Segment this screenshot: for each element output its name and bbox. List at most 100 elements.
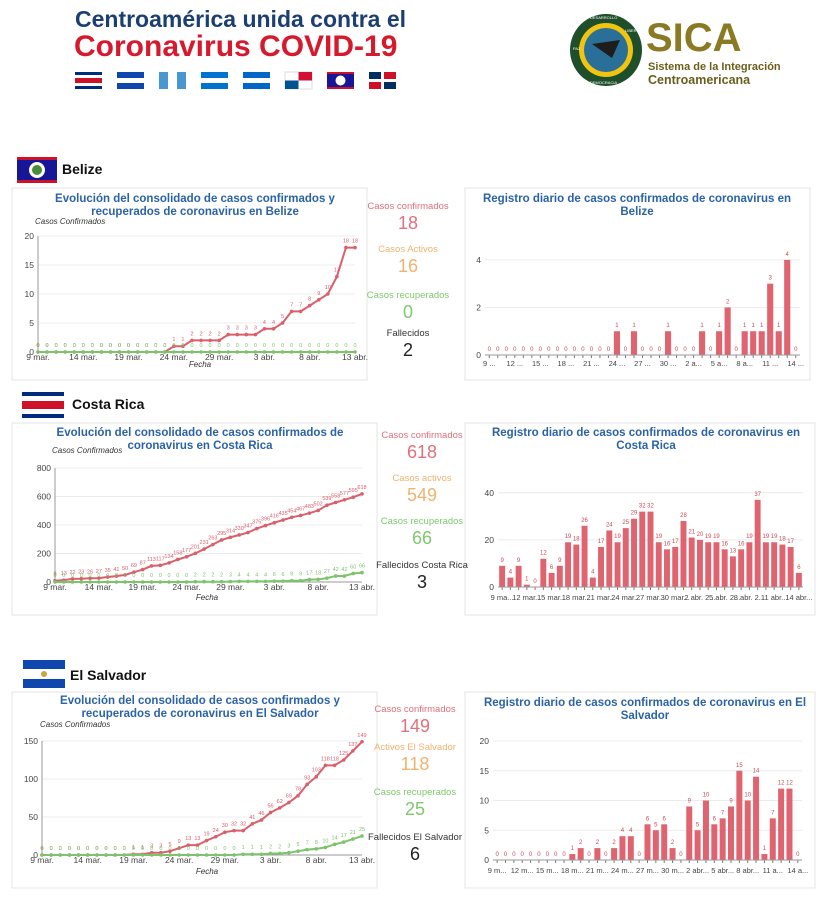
point-label: 0 [223,846,226,852]
point [176,557,180,562]
point [272,579,277,583]
bar [769,818,776,860]
point-label: 0 [176,573,179,579]
point [277,851,282,856]
bar-label: 0 [590,347,594,353]
point-label: 330 [235,526,244,532]
point-label: 347 [243,524,252,530]
point-label: 0 [91,343,94,349]
point-label: 2 [269,844,272,850]
point [316,350,321,354]
x-tick-label: 15 m... [536,866,559,875]
bar-label: 0 [521,852,525,858]
bar-label: 1 [763,846,767,852]
bar [744,800,751,860]
y-tick-label: 600 [37,492,51,502]
point [360,570,364,575]
point [70,577,75,581]
bar [581,525,588,587]
stat-value: 2 [402,340,413,360]
bar-label: 0 [598,347,602,353]
bar-label: 5 [654,822,658,828]
point-label: 0 [100,343,103,349]
point [123,573,127,577]
y-axis-title: Casos Confirmados [35,217,105,226]
bar-label: 20 [697,532,704,538]
point [259,818,264,822]
x-tick-label: 30 mar... [661,593,690,602]
point [204,853,209,857]
point-label: 8 [308,297,311,303]
point [88,576,92,581]
bar [778,788,785,860]
point-label: 0 [254,343,257,349]
point-label: 113 [147,557,156,563]
bar-label: 12 [786,781,793,787]
point [190,350,194,354]
point [177,853,181,857]
sica-emblem [570,14,642,86]
point [344,245,348,250]
bar-label: 1 [525,577,529,583]
point-label: 0 [77,846,80,852]
point-label: 17 [306,571,312,577]
bar-label: 17 [672,539,679,545]
bar [622,528,629,587]
point-label: 2 [199,331,202,337]
stat-value: 149 [399,716,431,736]
point-label: 0 [59,846,62,852]
point [296,849,300,853]
point [76,853,81,857]
bar-label: 21 [688,530,695,536]
bar [754,499,761,587]
bar-label: 37 [754,492,761,498]
bar [775,331,782,355]
point-label: 416 [270,514,279,520]
point-label: 0 [159,846,162,852]
logo-ring: DESARROLLO [590,15,618,20]
stat-value: 0 [402,302,413,322]
point-label: 0 [353,343,356,349]
point [85,853,90,857]
bar-label: 14 [753,769,760,775]
point-label: 0 [141,846,144,852]
point-label: 0 [218,343,221,349]
y-tick-label: 200 [37,549,51,559]
point [254,579,259,584]
x-tick-label: 14 abr... [785,593,812,602]
point [40,853,44,857]
x-tick-label: 8 abr. 2... [734,593,765,602]
point-label: 9 [317,291,320,297]
x-tick-label: 11 ... [762,359,778,368]
bar-label: 0 [641,347,645,353]
point [168,849,172,853]
point [351,571,356,576]
point-label: 0 [86,846,89,852]
point [67,853,72,857]
bar-label: 0 [564,347,568,353]
stat-label: Casos recuperados [380,516,464,527]
stat-label: Casos Activos [378,244,438,255]
point [360,739,364,744]
point-label: 2 [211,573,214,579]
x-tick-label: 29 mar. [211,855,239,865]
bar-label: 2 [671,840,675,846]
point [232,853,236,857]
logo-sub: Sistema de la Integración [648,61,781,73]
bar-label: 0 [539,347,543,353]
x-tick-label: 14 ... [787,359,804,368]
point-label: 0 [150,573,153,579]
point-label: 137 [348,742,357,748]
point-label: 0 [145,343,148,349]
point [53,580,57,584]
point-label: 22 [69,570,75,576]
point-label: 0 [214,846,217,852]
bar [746,542,753,587]
point-label: 2 [220,573,223,579]
stat-value: 618 [406,442,438,462]
point-label: 314 [226,528,235,534]
y-tick-label: 800 [37,463,51,473]
bar [627,836,634,860]
point [237,579,241,584]
bar [515,565,522,587]
